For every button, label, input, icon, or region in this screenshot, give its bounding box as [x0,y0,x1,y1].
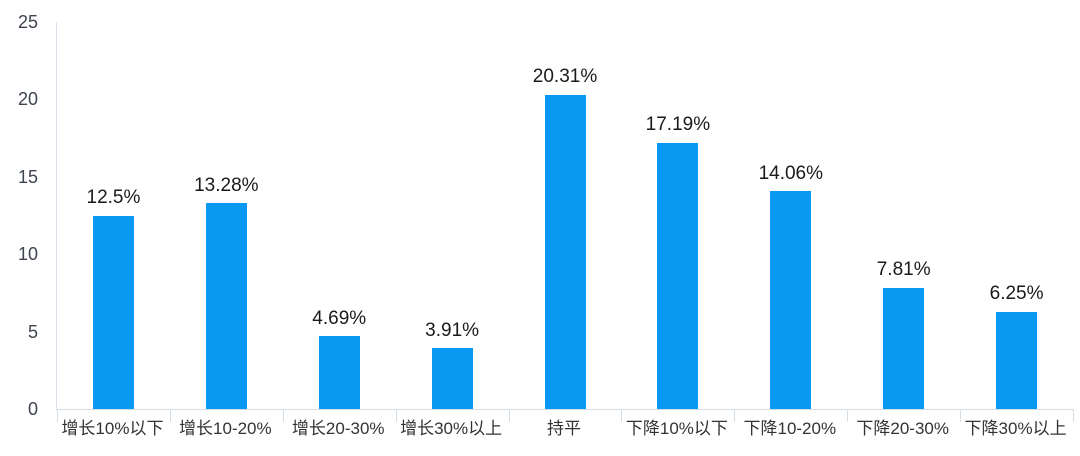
x-axis-tick [57,409,58,422]
x-axis-tick [734,409,736,422]
x-axis-category-label: 持平 [547,419,581,438]
x-axis-labels: 增长10%以下 增长10-20% 增长20-30% 增长30%以上 持平 下降10%以下下… [56,417,1072,441]
bar-value-label: 13.28% [194,174,259,196]
bar [996,312,1038,409]
bar [205,203,247,409]
x-axis-tick [847,409,849,422]
bar-value-label: 4.69% [312,307,367,329]
x-axis-tick [508,409,510,422]
bar-slot: 3.91% [396,22,509,409]
bar-value-label: 14.06% [758,162,824,184]
bar-value-label: 12.5% [86,186,141,208]
x-axis-tick [282,409,284,422]
bar-slot: 13.28% [170,22,283,409]
bar-slot: 4.69% [283,22,396,409]
bar-value-label: 20.31% [532,65,598,87]
y-axis-tick-labels: 0 5 10 15 20 25 [0,13,40,418]
bar-value-label: 6.25% [989,283,1044,305]
y-axis-tick-label: 25 [17,12,38,32]
bar-slot: 14.06% [734,22,847,409]
bar [544,94,586,409]
bar-value-label: 17.19% [645,114,711,136]
bar [770,191,812,409]
x-axis-category-label: 下降10%以下 [625,419,728,438]
bar [92,215,134,409]
bar-slot: 12.5% [57,22,170,409]
bars-container: 12.5% 13.28% 4.69% 3.91% 20.31% 17.19% 14.06% 7… [57,22,1073,409]
y-axis-tick-label: 10 [17,244,38,265]
bar-slot: 6.25% [960,22,1073,409]
y-axis-tick-label: 5 [27,321,38,342]
x-axis-category-label: 增长10-20% [179,419,272,438]
x-axis-category-label: 增长10%以下 [61,419,164,438]
x-axis-tick [960,409,962,422]
bar-slot: 7.81% [847,22,960,409]
bar [883,288,925,409]
x-axis-category-label: 下降10-20% [743,419,837,438]
x-axis-category-label: 增长20-30% [291,419,385,438]
bar-value-label: 7.81% [876,259,931,281]
x-axis-tick [1073,409,1074,422]
bar-slot: 17.19% [621,22,734,409]
bar-slot: 20.31% [509,22,622,409]
x-axis-tick [395,409,397,422]
y-axis-tick-label: 15 [17,166,38,187]
bar-value-label: 3.91% [425,319,480,341]
x-axis-tick [621,409,623,422]
x-axis-tick [169,409,171,422]
x-axis-category-label: 下降20-30% [856,419,949,438]
bar [318,336,360,409]
x-axis-category-label: 下降30%以上 [964,419,1067,438]
bar [431,348,473,409]
y-axis-tick-label: 20 [17,89,38,110]
bar [657,142,699,409]
plot-area: 12.5% 13.28% 4.69% 3.91% 20.31% 17.19% 14.06% 7… [56,22,1074,422]
x-axis-category-label: 增长30%以上 [400,419,503,438]
y-axis-tick-label: 0 [27,399,38,419]
